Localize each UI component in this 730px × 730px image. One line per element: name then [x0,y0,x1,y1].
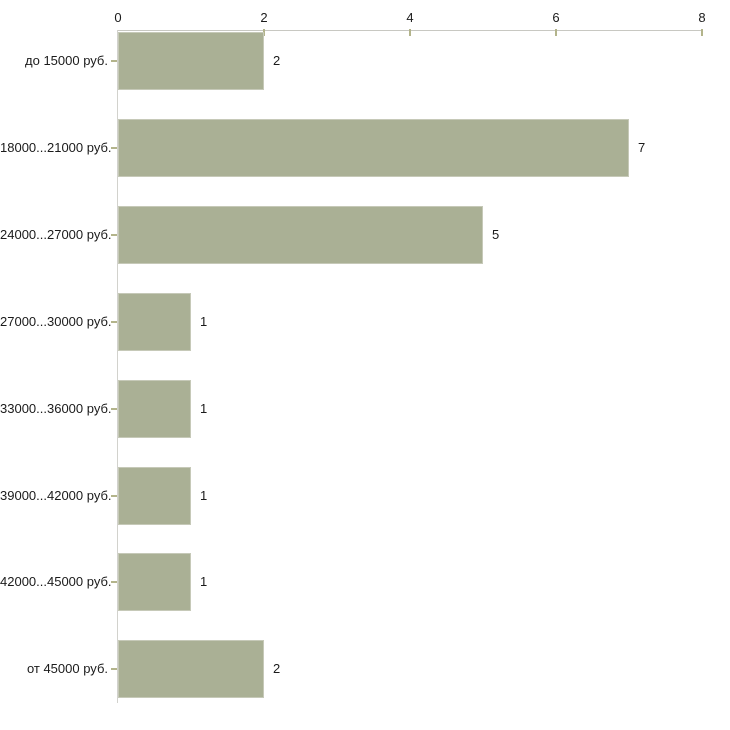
bar [118,553,191,611]
category-label: до 15000 руб. [25,53,108,68]
category-tick-mark [111,668,117,670]
category-label: 18000...21000 руб. [0,140,112,155]
category-tick-mark [111,234,117,236]
bar-value-label: 2 [273,53,281,68]
bar-value-label: 1 [200,314,208,329]
bar [118,206,483,264]
x-tick-label: 6 [552,10,560,25]
bar-value-label: 1 [200,574,208,589]
bar [118,467,191,525]
category-label: 39000...42000 руб. [0,488,112,503]
category-tick-mark [111,495,117,497]
category-label: 24000...27000 руб. [0,227,112,242]
y-axis-line [117,30,118,703]
x-tick-label: 0 [114,10,122,25]
category-label: 27000...30000 руб. [0,314,112,329]
x-tick-mark [701,29,703,36]
bar-value-label: 2 [273,661,281,676]
category-label: 42000...45000 руб. [0,574,112,589]
category-label: 33000...36000 руб. [0,401,112,416]
x-tick-label: 2 [260,10,268,25]
x-tick-mark [409,29,411,36]
category-label: от 45000 руб. [26,661,108,676]
category-tick-mark [111,581,117,583]
bar [118,32,264,90]
x-tick-label: 8 [698,10,706,25]
category-tick-mark [111,321,117,323]
x-tick-mark [263,29,265,36]
x-tick-label: 4 [406,10,414,25]
category-tick-mark [111,60,117,62]
category-tick-mark [111,408,117,410]
bar [118,640,264,698]
bar-value-label: 7 [638,140,646,155]
bar [118,380,191,438]
bar [118,119,629,177]
bar-value-label: 5 [492,227,500,242]
bar-value-label: 1 [200,488,208,503]
x-tick-mark [555,29,557,36]
bar [118,293,191,351]
bar-value-label: 1 [200,401,208,416]
category-tick-mark [111,147,117,149]
